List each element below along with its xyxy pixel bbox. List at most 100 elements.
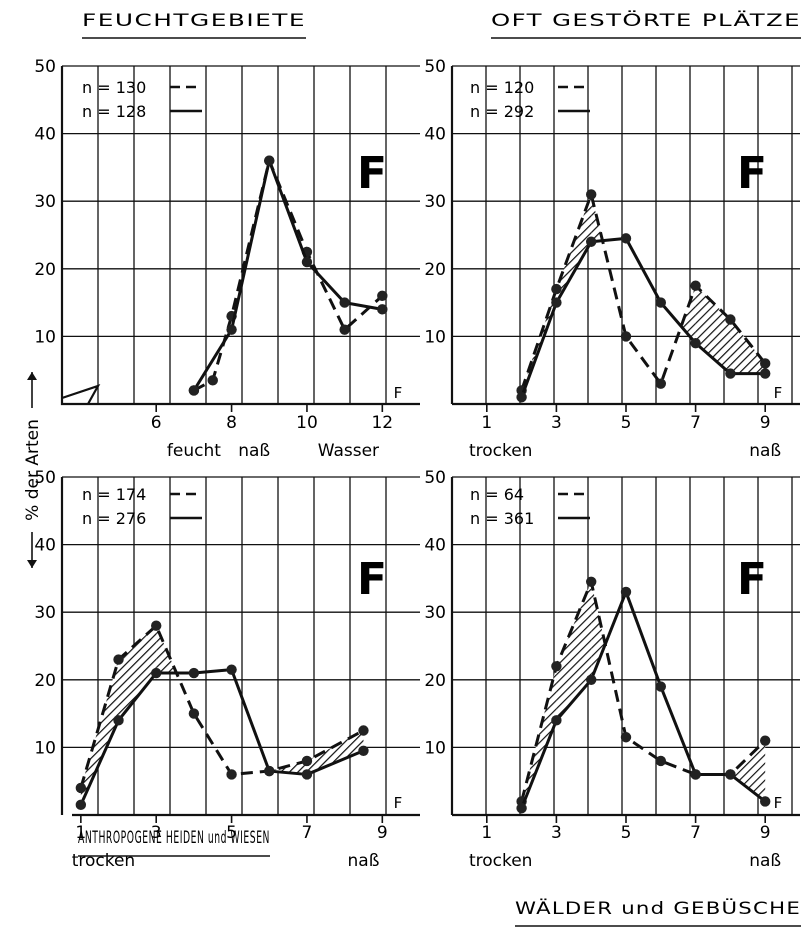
data-point — [760, 735, 771, 746]
series-line — [520, 236, 766, 398]
y-tick-label: 10 — [424, 738, 446, 758]
data-point — [586, 674, 597, 685]
data-point — [620, 586, 632, 598]
data-point — [516, 803, 527, 814]
data-point — [725, 314, 736, 325]
data-point — [339, 324, 350, 335]
indicator-letter: F — [357, 554, 387, 605]
y-tick-label: 40 — [34, 125, 56, 145]
x-tick-label: 6 — [151, 413, 162, 433]
data-point — [188, 667, 200, 679]
data-point — [620, 732, 632, 743]
x-axis-label: trocken — [72, 851, 136, 871]
data-point — [620, 233, 632, 244]
x-tick-label: 3 — [551, 413, 562, 433]
data-point — [725, 368, 736, 379]
y-tick-label: 10 — [34, 327, 56, 347]
series-line — [193, 159, 384, 392]
y-tick-label: 40 — [424, 536, 446, 556]
data-point — [188, 385, 200, 396]
x-axis-label: naß — [749, 851, 781, 871]
y-tick-label: 40 — [34, 536, 56, 556]
indicator-letter: F — [357, 148, 387, 199]
y-tick-label: 50 — [424, 57, 446, 77]
hatched-region — [730, 740, 766, 802]
chart-panel-1: 10 20 30 40 50 6 8 10 12 feucht naß Wasser FEUCHTGEB… — [34, 11, 420, 461]
indicator-letter: F — [737, 554, 767, 605]
y-tick-label: 10 — [34, 738, 56, 758]
hatched-region — [591, 581, 606, 680]
data-point — [551, 297, 562, 308]
legend-label: n = 361 — [470, 509, 534, 528]
data-point — [551, 283, 562, 295]
legend-label: n = 128 — [82, 102, 146, 121]
grid — [62, 65, 420, 404]
data-point — [760, 358, 771, 369]
y-tick-label: 20 — [34, 260, 56, 280]
corner-letter: F — [774, 384, 783, 402]
data-point — [551, 715, 562, 726]
data-point — [151, 667, 162, 679]
data-point — [655, 297, 666, 308]
legend-label: n = 174 — [82, 485, 146, 504]
indicator-letter: F — [737, 148, 767, 199]
chart-panel-4: 10 20 30 40 50 1 3 5 7 9 trocken naß WÄLDER und GEBÜ… — [424, 468, 801, 927]
y-tick-label: 50 — [34, 57, 56, 77]
data-point — [226, 324, 237, 335]
x-tick-label: 9 — [377, 823, 388, 843]
y-tick-label: 20 — [424, 671, 446, 691]
x-tick-label: 10 — [296, 413, 318, 433]
data-point — [586, 576, 597, 587]
data-point — [301, 769, 313, 780]
data-point — [655, 755, 666, 767]
y-tick-label: 50 — [424, 468, 446, 488]
x-tick-label: 7 — [302, 823, 313, 843]
y-tick-label: 40 — [424, 125, 446, 145]
panel-title: ANTHROPOGENE HEIDEN und WIESEN — [78, 828, 270, 848]
data-point — [188, 708, 200, 719]
corner-letter: F — [774, 794, 783, 812]
x-axis-label: trocken — [469, 851, 533, 871]
data-point — [207, 375, 218, 386]
data-point — [690, 337, 701, 349]
x-tick-label: 8 — [226, 413, 237, 433]
x-tick-label: 5 — [621, 823, 632, 843]
data-point — [226, 769, 237, 780]
data-point — [113, 654, 124, 665]
panel-title: WÄLDER und GEBÜSCHE — [515, 897, 801, 919]
data-point — [358, 725, 369, 736]
x-tick-label: 1 — [75, 823, 86, 843]
series-line — [192, 159, 383, 392]
chart-panel-3: 10 20 30 40 50 1 3 5 7 9 trocken naß ANTHROPOGENE HE… — [34, 468, 420, 871]
x-axis-label: trocken — [469, 441, 533, 461]
legend-label: n = 276 — [82, 509, 146, 528]
x-tick-label: 5 — [621, 413, 632, 433]
corner-letter: F — [394, 384, 403, 402]
data-point — [301, 256, 313, 268]
series-line — [79, 668, 365, 806]
x-axis-label: feucht — [167, 441, 221, 461]
x-tick-label: 5 — [226, 823, 237, 843]
hatched-region — [556, 581, 592, 721]
data-point — [264, 155, 275, 166]
x-tick-label: 3 — [551, 823, 562, 843]
data-point — [151, 620, 162, 631]
y-tick-label: 50 — [34, 468, 56, 488]
y-tick-label: 30 — [34, 603, 56, 623]
chart-panel-2: 10 20 30 40 50 1 3 5 7 9 trocken naß OFT GESTÖRTE PL… — [424, 9, 801, 461]
x-tick-label: 9 — [760, 823, 771, 843]
panel-title: FEUCHTGEBIETE — [82, 11, 306, 31]
data-point — [586, 189, 597, 200]
panel-title: OFT GESTÖRTE PLÄTZE — [491, 9, 801, 31]
arrow-head-icon — [27, 560, 37, 568]
x-tick-label: 7 — [690, 413, 701, 433]
y-tick-label: 30 — [424, 192, 446, 212]
y-tick-label: 20 — [424, 260, 446, 280]
data-point — [586, 236, 597, 247]
data-point — [113, 715, 124, 726]
data-point — [655, 378, 666, 389]
x-tick-label: 1 — [481, 413, 492, 433]
x-tick-label: 9 — [760, 413, 771, 433]
legend-label: n = 292 — [470, 102, 534, 121]
x-tick-label: 3 — [151, 823, 162, 843]
